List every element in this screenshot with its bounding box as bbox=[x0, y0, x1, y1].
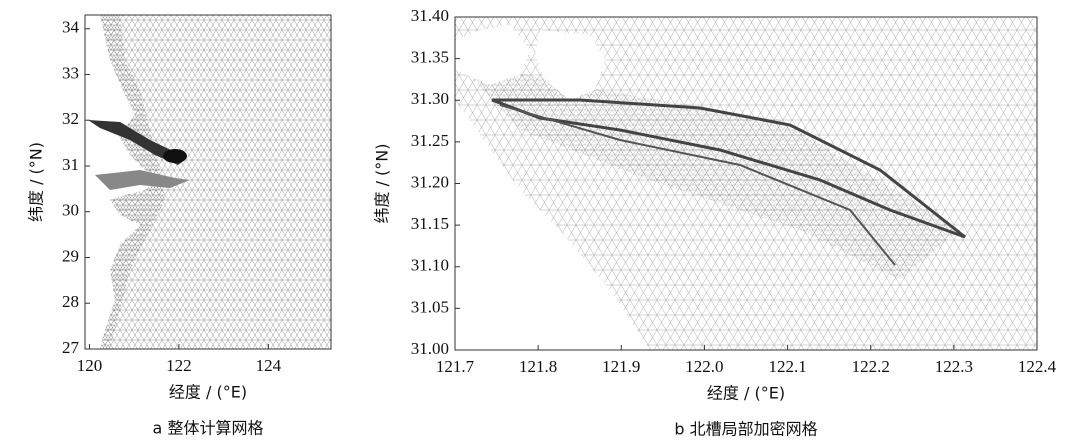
y-tick-label: 31.10 bbox=[411, 256, 449, 275]
x-tick-label: 124 bbox=[256, 356, 282, 375]
y-tick-label: 28 bbox=[62, 292, 79, 311]
y-tick-label: 31.35 bbox=[411, 48, 449, 67]
x-tick-label: 122.2 bbox=[852, 357, 890, 376]
figure: 120 122 124 27 28 29 30 31 32 33 34 经度 / (°E) 纬度 / (… bbox=[0, 0, 1065, 444]
y-tick-label: 31.20 bbox=[411, 172, 449, 191]
x-tick-label: 122.4 bbox=[1018, 357, 1057, 376]
y-tick-label: 31 bbox=[62, 155, 79, 174]
x-tick-label: 121.8 bbox=[519, 357, 557, 376]
y-tick-label: 30 bbox=[62, 201, 79, 220]
x-tick-label: 120 bbox=[77, 356, 103, 375]
y-tick-label: 29 bbox=[62, 246, 79, 265]
y-axis-label: 纬度 / (°N) bbox=[373, 143, 392, 223]
y-tick-label: 31.30 bbox=[411, 89, 449, 108]
x-tick-label: 121.9 bbox=[602, 357, 640, 376]
y-tick-label: 31.40 bbox=[411, 6, 449, 25]
x-tick-label: 122 bbox=[166, 356, 192, 375]
mesh-a bbox=[85, 15, 331, 349]
mesh-b bbox=[455, 17, 1037, 350]
y-axis-label: 纬度 / (°N) bbox=[27, 142, 46, 222]
x-tick-label: 122.3 bbox=[935, 357, 973, 376]
y-tick-label: 31.15 bbox=[411, 214, 449, 233]
x-axis-label: 经度 / (°E) bbox=[169, 383, 247, 402]
x-tick-label: 121.7 bbox=[436, 357, 475, 376]
y-tick-label: 31.00 bbox=[411, 339, 449, 358]
caption: a 整体计算网格 bbox=[153, 419, 264, 438]
y-tick-label: 27 bbox=[62, 338, 80, 357]
y-tick-label: 32 bbox=[62, 109, 79, 128]
y-tick-label: 31.25 bbox=[411, 131, 449, 150]
y-tick-label: 33 bbox=[62, 63, 79, 82]
x-axis-label: 经度 / (°E) bbox=[707, 384, 785, 403]
y-tick-label: 31.05 bbox=[411, 297, 449, 316]
y-tick-label: 34 bbox=[62, 18, 80, 37]
x-tick-label: 122.0 bbox=[685, 357, 723, 376]
page: {"chart_data": [ {"type": "mesh", "xlabe… bbox=[0, 0, 1065, 448]
x-tick-label: 122.1 bbox=[768, 357, 806, 376]
caption: b 北槽局部加密网格 bbox=[674, 420, 817, 439]
